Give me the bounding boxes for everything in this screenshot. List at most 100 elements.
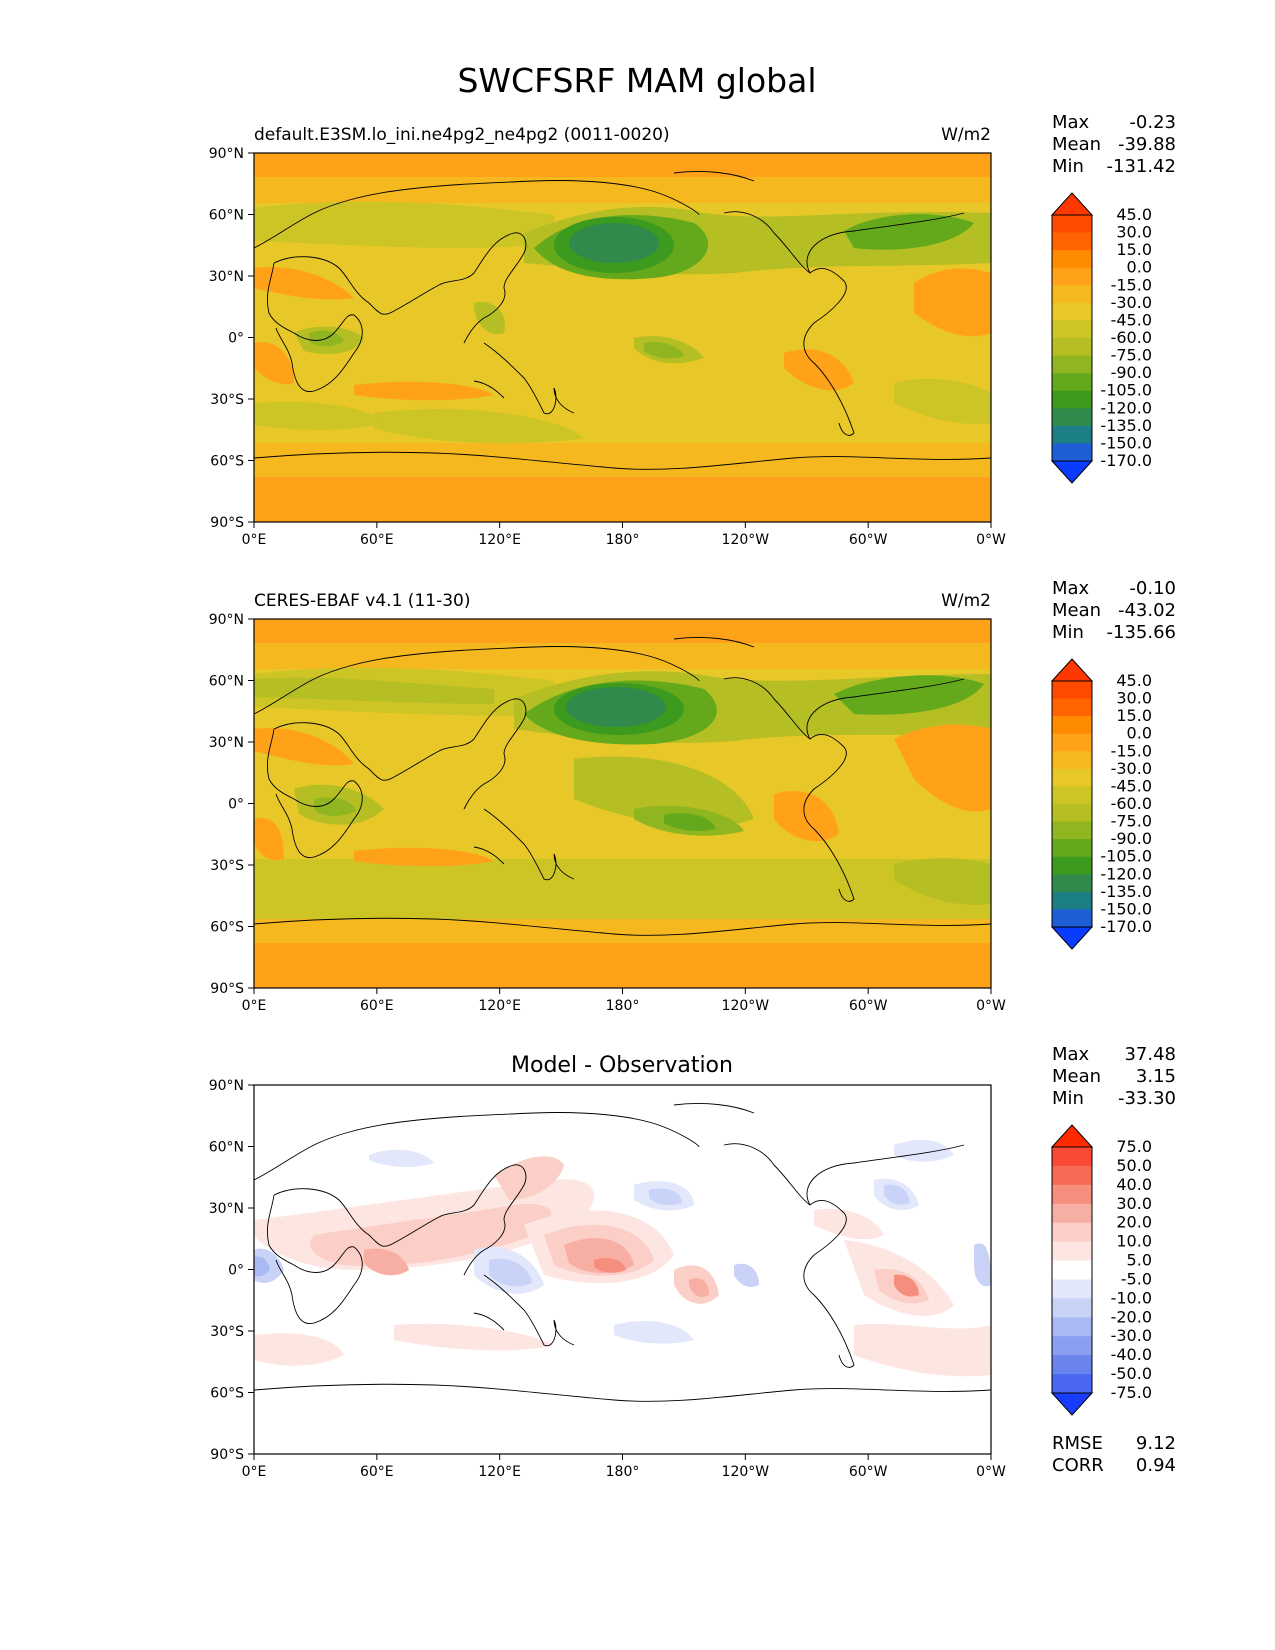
lon-tick-label: 0°W: [976, 998, 1006, 1014]
colorbar-tick-label: 45.0: [1116, 671, 1152, 690]
lat-tick-label: 60°S: [210, 1386, 244, 1402]
stat-label: Mean: [1052, 600, 1101, 621]
colorbar-tick-label: -170.0: [1100, 917, 1152, 936]
colorbar-tick-label: 0.0: [1127, 258, 1152, 277]
lat-tick-label: 90°N: [209, 146, 244, 162]
panel-subtitle-left: CERES-EBAF v4.1 (11-30): [254, 591, 470, 611]
stat-label: Max: [1052, 578, 1090, 599]
colorbar-segment: [1052, 733, 1092, 752]
lat-tick-label: 60°N: [209, 674, 244, 690]
colorbar: 45.030.015.00.0-15.0-30.0-45.0-60.0-75.0…: [1050, 192, 1152, 484]
colorbar-segment: [1052, 1184, 1092, 1205]
colorbar-tick-label: -60.0: [1111, 794, 1152, 813]
stat-value: -135.66: [1107, 622, 1176, 643]
colorbar-tick-label: 5.0: [1127, 1251, 1152, 1270]
stat-value: 3.15: [1136, 1066, 1176, 1087]
colorbar-tick-label: -90.0: [1111, 363, 1152, 382]
colorbar-segment: [1052, 1355, 1092, 1375]
colorbar-tick-label: -40.0: [1111, 1345, 1152, 1364]
colorbar-extend-min: [1050, 926, 1094, 950]
colorbar-segment: [1052, 1260, 1092, 1280]
colorbar-segment: [1052, 267, 1092, 286]
error-stat-value: 0.94: [1136, 1455, 1176, 1476]
colorbar-tick-label: -60.0: [1111, 328, 1152, 347]
colorbar-tick-label: 0.0: [1127, 724, 1152, 743]
stat-value: -43.02: [1118, 600, 1176, 621]
colorbar-segment: [1052, 1222, 1092, 1243]
stat-label: Mean: [1052, 1066, 1101, 1087]
coastline: [254, 637, 991, 936]
colorbar-tick-label: -170.0: [1100, 451, 1152, 470]
map-field: [254, 153, 991, 522]
lon-tick-label: 0°W: [976, 532, 1006, 548]
lon-tick-label: 180°: [606, 532, 640, 548]
colorbar-tick-label: 15.0: [1116, 706, 1152, 725]
colorbar-tick-label: -75.0: [1111, 346, 1152, 365]
figure-title: SWCFSRF MAM global: [457, 61, 816, 100]
lon-tick-label: 60°E: [360, 1464, 394, 1480]
colorbar-tick-label: 30.0: [1116, 1194, 1152, 1213]
panel-model: default.E3SM.lo_ini.ne4pg2_ne4pg2 (0011-…: [209, 112, 1176, 548]
colorbar-segment: [1052, 1374, 1092, 1394]
lon-tick-label: 180°: [606, 1464, 640, 1480]
lon-tick-label: 120°E: [478, 998, 521, 1014]
lon-tick-label: 60°E: [360, 532, 394, 548]
colorbar-tick-label: 75.0: [1116, 1137, 1152, 1156]
colorbar-tick-label: 30.0: [1116, 689, 1152, 708]
colorbar-segment: [1052, 856, 1092, 875]
lon-tick-label: 60°W: [849, 532, 888, 548]
colorbar-segment: [1052, 909, 1092, 928]
lat-tick-label: 0°: [228, 797, 244, 813]
colorbar-segment: [1052, 786, 1092, 805]
stat-label: Mean: [1052, 134, 1101, 155]
lon-axis: 0°E 60°E 120°E 180° 120°W 60°W 0°W: [242, 522, 1006, 548]
stat-value: -131.42: [1107, 156, 1176, 177]
colorbar-segment: [1052, 821, 1092, 840]
colorbar-tick-label: 30.0: [1116, 223, 1152, 242]
lon-axis: 0°E 60°E 120°E 180° 120°W 60°W 0°W: [242, 1454, 1006, 1480]
lon-tick-label: 120°W: [722, 1464, 770, 1480]
colorbar-segment: [1052, 1165, 1092, 1186]
colorbar-segment: [1052, 215, 1092, 233]
colorbar-frame: [1051, 214, 1093, 462]
colorbar-frame: [1051, 680, 1093, 928]
colorbar-extend-max: [1050, 1124, 1094, 1148]
colorbar-segment: [1052, 355, 1092, 374]
lat-tick-label: 0°: [228, 1263, 244, 1279]
colorbar-segment: [1052, 425, 1092, 444]
stat-value: -39.88: [1118, 134, 1176, 155]
lon-tick-label: 120°W: [722, 532, 770, 548]
lat-axis: 90°N 60°N 30°N 0° 30°S 60°S 90°S: [209, 612, 254, 997]
lat-tick-label: 60°S: [210, 920, 244, 936]
colorbar-tick-label: 50.0: [1116, 1156, 1152, 1175]
lat-tick-label: 0°: [228, 331, 244, 347]
colorbar-segment: [1052, 698, 1092, 717]
lon-tick-label: 120°E: [478, 1464, 521, 1480]
stat-label: Min: [1052, 622, 1084, 643]
map-field: [254, 1085, 991, 1454]
lat-tick-label: 90°S: [210, 1447, 244, 1463]
colorbar-tick-label: 45.0: [1116, 205, 1152, 224]
error-stat-label: RMSE: [1052, 1433, 1103, 1454]
colorbar-tick-label: -15.0: [1111, 275, 1152, 294]
lat-tick-label: 30°S: [210, 858, 244, 874]
colorbar-segment: [1052, 1279, 1092, 1299]
stat-value: -33.30: [1118, 1088, 1176, 1109]
colorbar-tick-label: 20.0: [1116, 1213, 1152, 1232]
colorbar-segment: [1052, 320, 1092, 339]
lon-tick-label: 0°E: [242, 998, 267, 1014]
colorbar-segment: [1052, 408, 1092, 427]
lon-tick-label: 60°E: [360, 998, 394, 1014]
colorbar-tick-label: -30.0: [1111, 1326, 1152, 1345]
colorbar-tick-label: 15.0: [1116, 240, 1152, 259]
colorbar-frame: [1051, 1146, 1093, 1394]
colorbar-segment: [1052, 1203, 1092, 1224]
panel-diff: Model - Observation: [209, 1044, 1176, 1480]
colorbar-segment: [1052, 891, 1092, 910]
stat-label: Min: [1052, 1088, 1084, 1109]
colorbar-segment: [1052, 804, 1092, 822]
colorbar-segment: [1052, 1298, 1092, 1318]
colorbar-tick-label: -10.0: [1111, 1288, 1152, 1307]
colorbar-tick-label: -135.0: [1100, 882, 1152, 901]
